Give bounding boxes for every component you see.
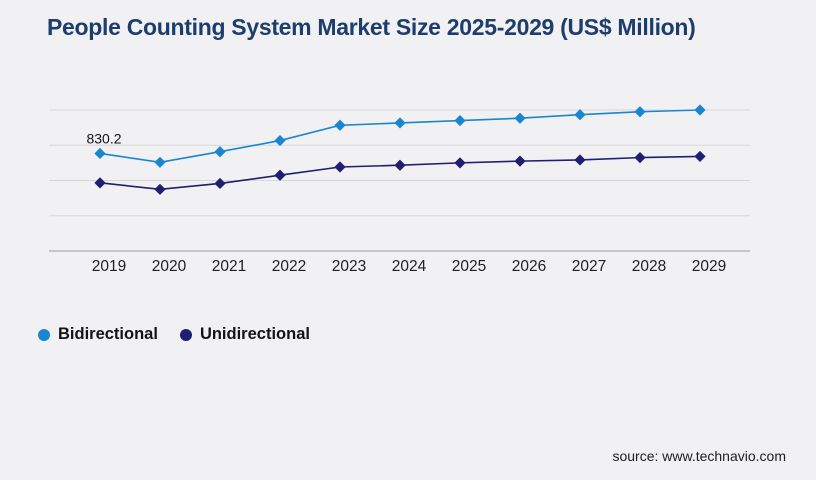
chart-title: People Counting System Market Size 2025-… [47,14,696,40]
x-axis-label: 2025 [452,258,486,275]
data-point-unidirectional [634,151,646,164]
data-label: 830.2 [86,130,121,146]
data-point-unidirectional [694,150,706,163]
legend-label-unidirectional: Unidirectional [199,325,310,343]
data-point-unidirectional [394,159,406,171]
line-chart-plot-area: 830.2 2019 2020 2021 2022 2023 2024 2025 2026 202… [49,104,750,275]
data-point-unidirectional [334,161,346,173]
legend-label-bidirectional: Bidirectional [58,325,158,343]
x-axis-label: 2028 [632,258,666,275]
x-axis-label: 2022 [272,258,306,275]
data-point-bidirectional [154,156,166,168]
data-point-unidirectional [94,177,106,189]
data-point-bidirectional [94,147,106,160]
x-axis-label: 2029 [692,258,726,275]
data-point-bidirectional [334,119,346,131]
x-axis-label: 2023 [332,258,366,275]
source-credit: source: www.technavio.com [612,448,786,464]
x-axis-label: 2027 [572,258,606,275]
data-point-bidirectional [454,114,466,127]
data-point-bidirectional [274,134,286,147]
chart-legend: Bidirectional Unidirectional [38,325,310,344]
x-axis-label: 2024 [392,258,427,275]
data-point-bidirectional [394,117,406,129]
data-point-bidirectional [634,106,646,118]
x-axis-label: 2020 [152,258,187,275]
data-point-bidirectional [694,104,706,116]
legend-item-bidirectional: Bidirectional [38,325,158,344]
legend-marker-bidirectional-icon [38,328,50,341]
data-point-unidirectional [214,177,226,190]
data-point-unidirectional [274,169,286,181]
data-point-bidirectional [514,112,526,124]
data-point-bidirectional [214,146,226,158]
x-axis-label: 2019 [92,258,126,275]
legend-item-unidirectional: Unidirectional [179,325,310,344]
data-point-unidirectional [514,155,526,167]
x-axis-label: 2021 [212,258,246,275]
data-point-unidirectional [154,183,166,195]
legend-marker-unidirectional-icon [179,328,192,341]
data-point-unidirectional [454,157,466,169]
data-point-bidirectional [574,109,586,121]
x-axis-label: 2026 [512,258,546,275]
data-point-unidirectional [574,154,586,166]
